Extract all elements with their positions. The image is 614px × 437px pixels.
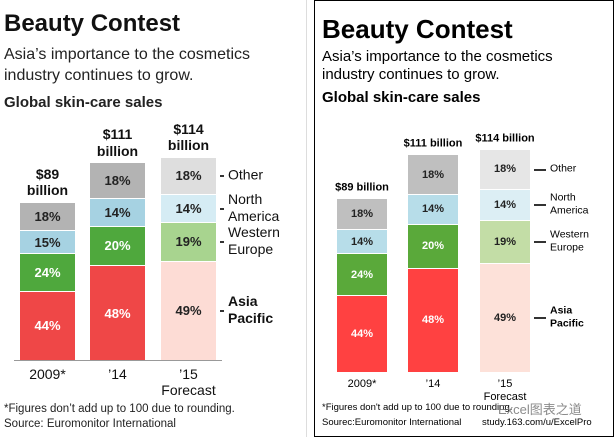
bar-segment: 18% [161,157,216,194]
baseline [14,360,222,361]
data-label: 18% [493,163,517,176]
watermark-url: study.163.com/u/ExcelPro [482,417,592,428]
bar-segment: 14% [337,228,387,254]
bar-segment: 44% [20,290,75,360]
total-label: $89 billion [335,180,389,193]
bar-segment: 18% [90,162,145,198]
x-tick-label: ’15 Forecast [483,378,527,403]
legend-label: Western Europe [228,224,280,258]
footnote: *Figures don’t add up to 100 due to roun… [4,403,235,415]
x-tick-label: 2009* [29,366,66,382]
source: Source: Euromonitor International [4,418,176,430]
bar-segment: 20% [90,225,145,266]
data-label: 24% [350,268,374,281]
x-tick-label: ’14 [108,366,127,382]
bar-segment: 15% [20,229,75,254]
x-tick-label: ’14 [425,378,441,390]
data-label: 24% [34,265,61,281]
data-label: 48% [421,314,445,327]
legend-label: Other [228,166,264,183]
data-label: 20% [104,238,131,254]
bar-segment: 19% [480,220,530,263]
data-label: 48% [104,305,131,321]
subtitle: Asia’s importance to the cosmetics indus… [322,48,553,83]
legend-dash [534,168,546,171]
legend-label: North America [228,191,280,224]
total-label: $111 billion [403,137,463,150]
data-label: 18% [350,207,374,220]
x-tick-label: ’15 Forecast [161,366,216,399]
data-label: 18% [34,208,61,224]
total-label: $114 billion [475,131,535,144]
bar-segment: 19% [161,222,216,261]
bar-segment: 18% [408,154,458,194]
bar-segment: 14% [408,193,458,225]
title: Beauty Contest [4,10,181,37]
legend-label: Asia Pacific [228,293,274,327]
heading: Global skin-care sales [322,89,481,106]
bar-segment: 18% [20,201,75,230]
source: Sourec:Euromonitor International [322,417,462,428]
bar-segment: 24% [337,253,387,296]
legend-dash [534,241,546,244]
data-label: 14% [421,203,445,216]
legend-dash [534,317,546,320]
bar-segment: 18% [480,148,530,189]
legend-dash [220,175,224,178]
bar-segment: 24% [20,253,75,291]
data-label: 14% [350,235,374,248]
legend-label: Asia Pacific [550,304,584,330]
total-label: $89 billion [26,165,69,198]
legend-dash [220,241,224,244]
data-label: 18% [104,173,131,189]
subtitle: Asia’s importance to the cosmetics indus… [4,46,251,84]
bar-segment: 14% [90,197,145,226]
data-label: 49% [493,311,517,324]
watermark: Excel图表之道 [498,402,582,417]
data-label: 19% [175,234,202,250]
data-label: 18% [421,168,445,181]
total-label: $114 billion [167,120,210,153]
x-tick-label: 2009* [347,378,377,390]
bar-segment: 18% [337,197,387,229]
bar-segment: 49% [480,262,530,372]
heading: Global skin-care sales [4,94,163,111]
bar-segment: 14% [480,188,530,221]
bar-segment: 20% [408,224,458,268]
bar-segment: 44% [337,295,387,372]
bar-segment: 49% [161,260,216,360]
bar-segment: 48% [90,265,145,360]
data-label: 19% [493,235,517,248]
legend-dash [534,204,546,207]
legend-dash [220,310,224,313]
data-label: 14% [493,198,517,211]
legend-dash [220,207,224,210]
data-label: 20% [421,240,445,253]
legend-label: Western Europe [550,228,589,254]
legend-label: North America [550,191,589,217]
divider [306,0,307,437]
data-label: 15% [34,234,61,250]
footnote: *Figures don't add up to 100 due to roun… [322,402,513,413]
total-label: $111 billion [96,126,139,159]
data-label: 14% [175,200,202,216]
data-label: 44% [350,328,374,341]
data-label: 14% [104,204,131,220]
bar-segment: 14% [161,193,216,222]
data-label: 49% [175,303,202,319]
data-label: 18% [175,168,202,184]
bar-segment: 48% [408,267,458,372]
legend-label: Other [550,162,577,175]
title: Beauty Contest [322,14,513,44]
data-label: 44% [34,318,61,334]
